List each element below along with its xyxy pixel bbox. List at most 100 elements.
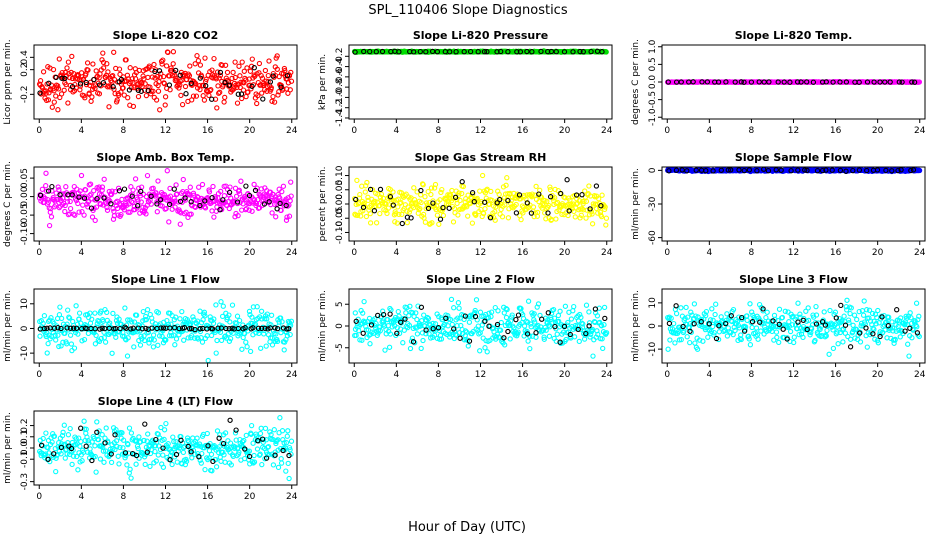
data-point [475, 49, 481, 55]
data-point [277, 195, 283, 201]
data-point [227, 184, 233, 190]
data-point [37, 78, 44, 84]
data-point [246, 192, 253, 199]
data-point [101, 195, 107, 201]
data-point [251, 65, 257, 71]
data-point [243, 432, 249, 439]
data-point [141, 87, 148, 93]
panel-title: Slope Line 3 Flow [739, 273, 848, 286]
data-point [196, 184, 202, 190]
data-point [254, 100, 260, 107]
data-point [258, 345, 264, 351]
y-tick-label: 0.4 [20, 50, 30, 65]
data-point [110, 216, 117, 222]
data-point [72, 212, 78, 218]
data-point [238, 91, 245, 97]
data-point [482, 345, 488, 351]
data-point [747, 342, 754, 348]
data-point [91, 188, 97, 194]
data-point [153, 97, 160, 103]
data-point [278, 460, 285, 466]
data-point [813, 303, 819, 310]
data-point [420, 337, 426, 344]
data-point [247, 68, 254, 74]
data-point [217, 69, 224, 76]
data-point [232, 59, 238, 65]
panel-title: Slope Li-820 CO2 [113, 29, 219, 42]
data-point [260, 96, 266, 102]
y-tick-label: -60 [648, 230, 658, 245]
data-point [534, 209, 541, 216]
data-point [136, 434, 142, 440]
y-tick-label: 0 [335, 323, 345, 329]
data-point [105, 69, 111, 75]
data-point [386, 344, 393, 350]
data-point [905, 341, 911, 347]
data-point [554, 331, 560, 337]
data-point [119, 196, 125, 203]
data-point [586, 183, 592, 189]
y-axis-label: kPa per min. [318, 54, 328, 110]
panel-title: Slope Sample Flow [735, 151, 852, 164]
data-point [233, 427, 239, 433]
data-point [583, 302, 590, 308]
data-point [78, 172, 85, 179]
data-point [65, 59, 72, 65]
x-tick-label: 24 [914, 126, 926, 136]
y-tick-label: -1.4 [335, 109, 345, 127]
data-point [45, 340, 51, 347]
data-point [776, 339, 782, 346]
data-point [271, 99, 278, 105]
data-point [599, 49, 605, 55]
data-point [259, 90, 265, 96]
data-point [437, 216, 444, 222]
data-point [133, 461, 139, 467]
data-point [155, 178, 161, 184]
data-point [373, 220, 380, 226]
data-point [124, 462, 130, 468]
data-point [170, 61, 176, 67]
data-point [776, 306, 783, 312]
data-point [68, 69, 74, 76]
data-point [588, 48, 594, 55]
data-point [75, 200, 81, 207]
data-point [724, 333, 731, 339]
data-point [438, 189, 444, 196]
data-point [600, 345, 606, 352]
data-point [118, 76, 125, 83]
data-point [363, 213, 370, 220]
data-point [126, 87, 133, 93]
data-point [88, 191, 94, 197]
data-point [555, 312, 562, 319]
data-point [709, 306, 715, 312]
data-point [375, 191, 381, 197]
data-point [116, 188, 123, 194]
data-point [249, 83, 255, 89]
data-point [372, 198, 378, 205]
data-point [840, 339, 846, 345]
data-point [167, 87, 173, 93]
data-point [259, 461, 265, 468]
data-point [209, 96, 215, 102]
data-point [45, 199, 51, 205]
data-point [603, 222, 609, 228]
data-point [275, 92, 281, 98]
data-point [847, 344, 854, 350]
data-point [864, 344, 870, 350]
y-axis: -1.0-0.50.00.51.0 [648, 39, 662, 126]
data-point [209, 195, 215, 201]
data-point [270, 191, 276, 198]
panel-title: Slope Li-820 Temp. [735, 29, 853, 42]
y-tick-label: 0.05 [20, 168, 30, 188]
data-point [243, 183, 249, 189]
data-point [791, 334, 797, 340]
data-point [197, 86, 203, 93]
data-point [705, 334, 711, 340]
data-point [715, 79, 722, 85]
data-point [116, 66, 123, 72]
data-point [206, 189, 213, 195]
data-point [73, 303, 79, 309]
data-point [234, 199, 241, 205]
